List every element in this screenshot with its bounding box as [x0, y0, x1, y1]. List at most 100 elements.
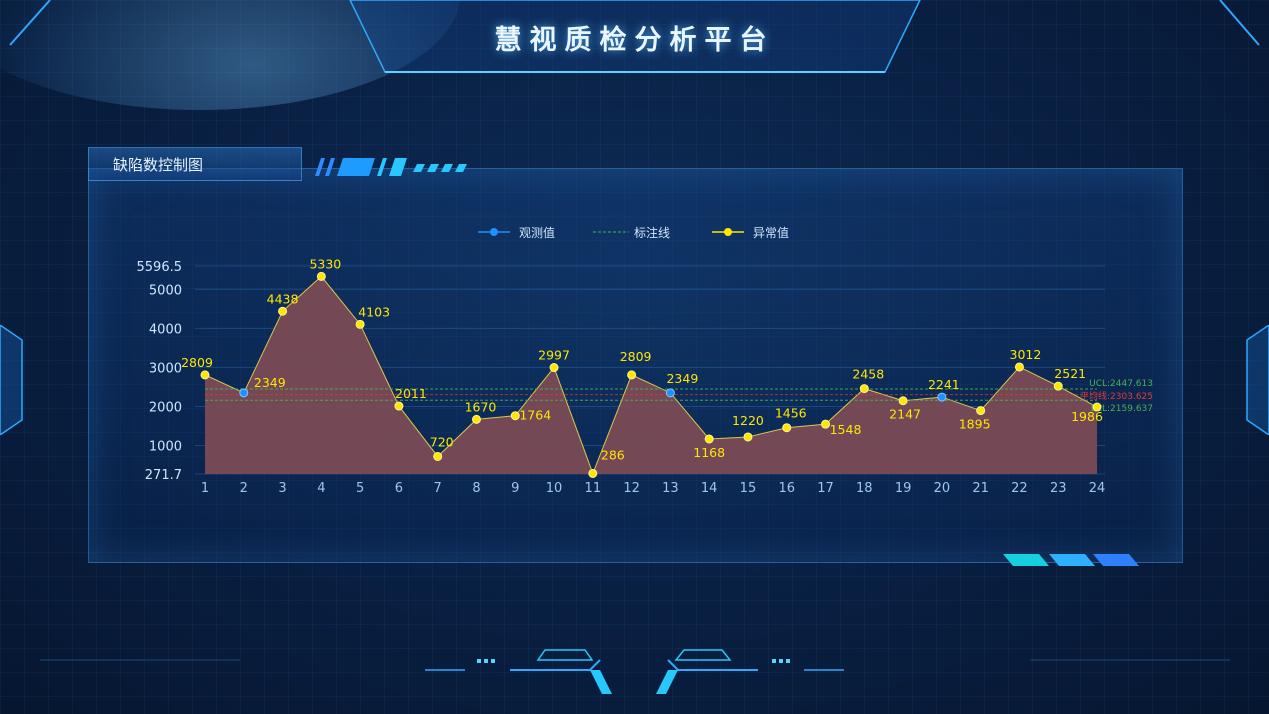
data-label: 1168 — [693, 445, 725, 460]
left-side-decoration — [0, 325, 23, 435]
x-tick-label: 23 — [1050, 481, 1067, 496]
data-label: 1764 — [519, 408, 551, 423]
anomaly-point — [976, 406, 986, 416]
anomaly-point — [1053, 381, 1063, 391]
legend-label: 观测值 — [519, 225, 555, 240]
data-label: 720 — [430, 434, 454, 449]
data-label: 1895 — [959, 417, 991, 432]
data-label: 286 — [601, 447, 625, 462]
y-tick-label: 5596.5 — [137, 260, 183, 275]
legend-dot-icon — [724, 228, 732, 236]
anomaly-point — [704, 434, 714, 444]
y-tick-label: 5000 — [149, 283, 182, 298]
y-tick-label: 3000 — [149, 361, 182, 376]
x-tick-label: 3 — [278, 481, 286, 496]
observed-point — [239, 388, 249, 398]
anomaly-point — [588, 468, 598, 478]
data-label: 2241 — [928, 377, 960, 392]
data-label: 1220 — [732, 413, 764, 428]
page-title: 慧视质检分析平台 — [494, 25, 775, 56]
anomaly-point — [471, 414, 481, 424]
y-tick-label: 271.7 — [145, 468, 182, 483]
anomaly-point — [898, 396, 908, 406]
x-tick-label: 14 — [701, 481, 718, 496]
chart-area-layer — [204, 275, 1098, 475]
x-tick-label: 9 — [511, 481, 519, 496]
x-tick-label: 15 — [740, 481, 757, 496]
x-tick-label: 16 — [778, 481, 795, 496]
anomaly-point — [627, 370, 637, 380]
reference-line-label: LCL:2159.637 — [1091, 404, 1153, 414]
anomaly-point — [278, 306, 288, 316]
reference-line-label: 平均线:2303.625 — [1080, 390, 1153, 402]
data-label: 2011 — [395, 386, 427, 401]
x-tick-label: 12 — [623, 481, 640, 496]
x-tick-label: 18 — [856, 481, 873, 496]
series-area — [205, 276, 1097, 474]
legend-dot-icon — [490, 228, 498, 236]
x-tick-label: 19 — [895, 481, 912, 496]
panel-title-tab — [88, 147, 302, 181]
data-label: 2147 — [889, 407, 921, 422]
anomaly-point — [1014, 362, 1024, 372]
x-tick-label: 20 — [934, 481, 951, 496]
x-tick-label: 13 — [662, 481, 679, 496]
x-tick-label: 8 — [472, 481, 480, 496]
anomaly-point — [859, 384, 869, 394]
anomaly-point — [782, 423, 792, 433]
x-tick-label: 7 — [434, 481, 442, 496]
x-tick-label: 21 — [972, 481, 989, 496]
anomaly-point — [355, 319, 365, 329]
y-tick-label: 2000 — [149, 400, 182, 415]
data-label: 1986 — [1071, 409, 1103, 424]
panel-corner-stripes — [1003, 554, 1139, 566]
panel-title: 缺陷数控制图 — [113, 156, 204, 174]
observed-point — [665, 388, 675, 398]
data-label: 5330 — [309, 256, 341, 271]
data-label: 4438 — [267, 291, 299, 306]
header-frame — [9, 0, 1260, 73]
data-label: 2458 — [852, 367, 884, 382]
chart-labels-layer: 2809 2349 4438 5330 4103 2011 720 1670 1764 2997 2… — [181, 256, 1103, 462]
x-tick-label: 4 — [317, 481, 325, 496]
anomaly-point — [316, 271, 326, 281]
data-label: 1548 — [830, 422, 862, 437]
anomaly-point — [821, 419, 831, 429]
x-tick-label: 24 — [1089, 481, 1106, 496]
anomaly-point — [549, 363, 559, 373]
stripe-decoration — [315, 158, 467, 176]
data-label: 1456 — [775, 406, 807, 421]
data-label: 2349 — [666, 371, 698, 386]
anomaly-point — [510, 411, 520, 421]
legend-label: 异常值 — [753, 225, 789, 240]
data-label: 2809 — [620, 349, 652, 364]
right-side-decoration — [1246, 325, 1269, 435]
anomaly-point — [200, 370, 210, 380]
y-tick-label: 1000 — [149, 440, 182, 455]
x-tick-label: 22 — [1011, 481, 1028, 496]
data-label: 2521 — [1054, 366, 1086, 381]
anomaly-point — [1092, 402, 1102, 412]
anomaly-point — [433, 451, 443, 461]
chart-legend: 观测值 标注线 异常值 — [478, 225, 789, 240]
x-tick-label: 6 — [395, 481, 403, 496]
data-label: 1670 — [465, 399, 497, 414]
chart-axis-layer: 5596.5 5000 4000 3000 2000 1000 271.7 1 2 3 4 5 6 7 8 9… — [137, 260, 1106, 496]
x-tick-label: 11 — [585, 481, 602, 496]
data-label: 3012 — [1010, 347, 1042, 362]
x-tick-label: 5 — [356, 481, 364, 496]
anomaly-point — [743, 432, 753, 442]
legend-label: 标注线 — [634, 225, 670, 240]
x-tick-label: 17 — [817, 481, 834, 496]
data-label: 2809 — [181, 355, 213, 370]
data-label: 2349 — [254, 375, 286, 390]
series-line — [204, 275, 1098, 475]
x-tick-label: 10 — [546, 481, 563, 496]
data-label: 2997 — [538, 348, 570, 363]
data-label: 4103 — [358, 304, 390, 319]
y-tick-label: 4000 — [149, 322, 182, 337]
x-tick-label: 2 — [240, 481, 248, 496]
